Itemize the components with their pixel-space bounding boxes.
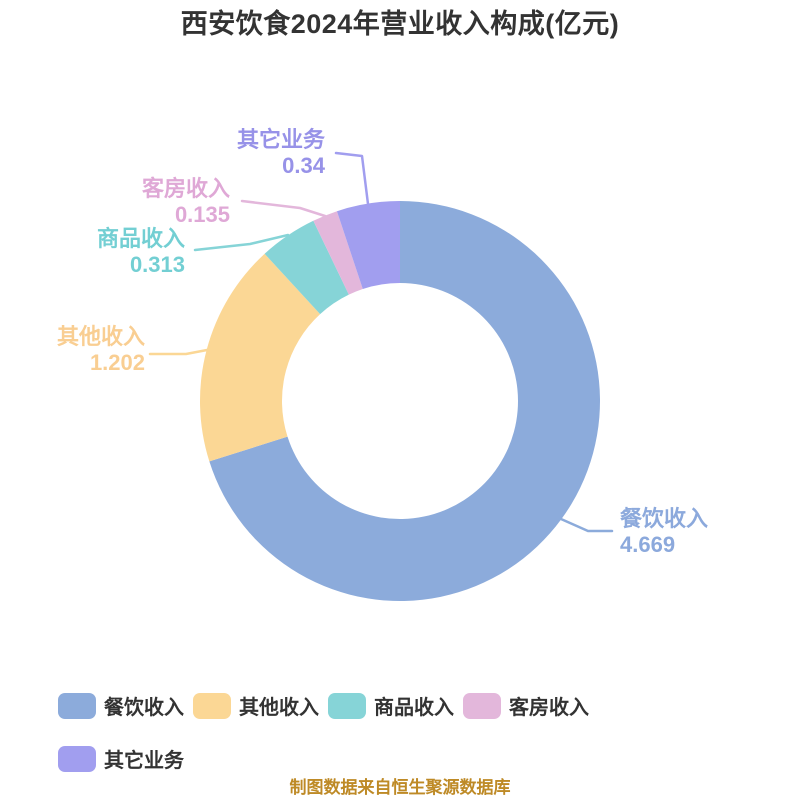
callout-label: 其它业务 (236, 127, 325, 152)
leader-line-other-business (334, 151, 370, 206)
legend-item-other-income[interactable]: 其他收入 (193, 691, 319, 720)
legend-swatch-icon (193, 692, 231, 719)
pie-slice-catering-revenue[interactable] (209, 201, 600, 601)
legend-item-label: 客房收入 (509, 697, 589, 719)
callout-label: 商品收入 (96, 226, 185, 251)
pie-slice-other-income[interactable] (200, 253, 321, 462)
leader-line-room-revenue (240, 199, 327, 218)
legend-swatch-icon (463, 692, 501, 719)
legend-item-label: 餐饮收入 (104, 697, 184, 719)
pie-slice-other-business[interactable] (336, 201, 400, 290)
legend-item-goods-revenue[interactable]: 商品收入 (328, 691, 454, 720)
callout-value: 0.135 (174, 202, 230, 227)
legend-item-label: 其它业务 (104, 750, 184, 772)
callout-other-income: 其他收入 1.202 (57, 324, 145, 376)
pie-slice-room-revenue[interactable] (313, 211, 363, 295)
pie-slice-goods-revenue[interactable] (264, 220, 349, 315)
callout-value: 0.34 (282, 153, 325, 178)
leader-line-goods-revenue (193, 233, 290, 252)
legend-item-catering-revenue[interactable]: 餐饮收入 (58, 691, 184, 720)
legend-item-other-business[interactable]: 其它业务 (58, 744, 184, 773)
chart-title: 西安饮食2024年营业收入构成(亿元) (180, 9, 620, 39)
legend-swatch-icon (58, 745, 96, 772)
leader-line-catering-revenue (559, 517, 614, 533)
callout-goods-revenue: 商品收入 0.313 (97, 226, 185, 278)
callout-catering-revenue: 餐饮收入 4.669 (620, 506, 708, 558)
callout-room-revenue: 客房收入 0.135 (142, 176, 230, 228)
legend-item-room-revenue[interactable]: 客房收入 (463, 691, 589, 720)
callout-value: 0.313 (129, 252, 185, 277)
legend-swatch-icon (58, 692, 96, 719)
callout-value: 1.202 (89, 350, 145, 375)
legend-item-label: 商品收入 (374, 697, 454, 719)
callout-label: 餐饮收入 (620, 506, 709, 531)
callout-other-business: 其它业务 0.34 (237, 127, 325, 179)
data-source-note: 制图数据来自恒生聚源数据库 (289, 778, 511, 797)
callout-label: 客房收入 (141, 176, 230, 201)
callout-value: 4.669 (620, 532, 676, 557)
legend-swatch-icon (328, 692, 366, 719)
legend: 餐饮收入 其他收入 商品收入 客房收入 其它业务 (58, 691, 620, 773)
leader-line-other-income (148, 348, 209, 356)
callout-label: 其他收入 (56, 324, 145, 349)
legend-item-label: 其他收入 (239, 697, 319, 719)
